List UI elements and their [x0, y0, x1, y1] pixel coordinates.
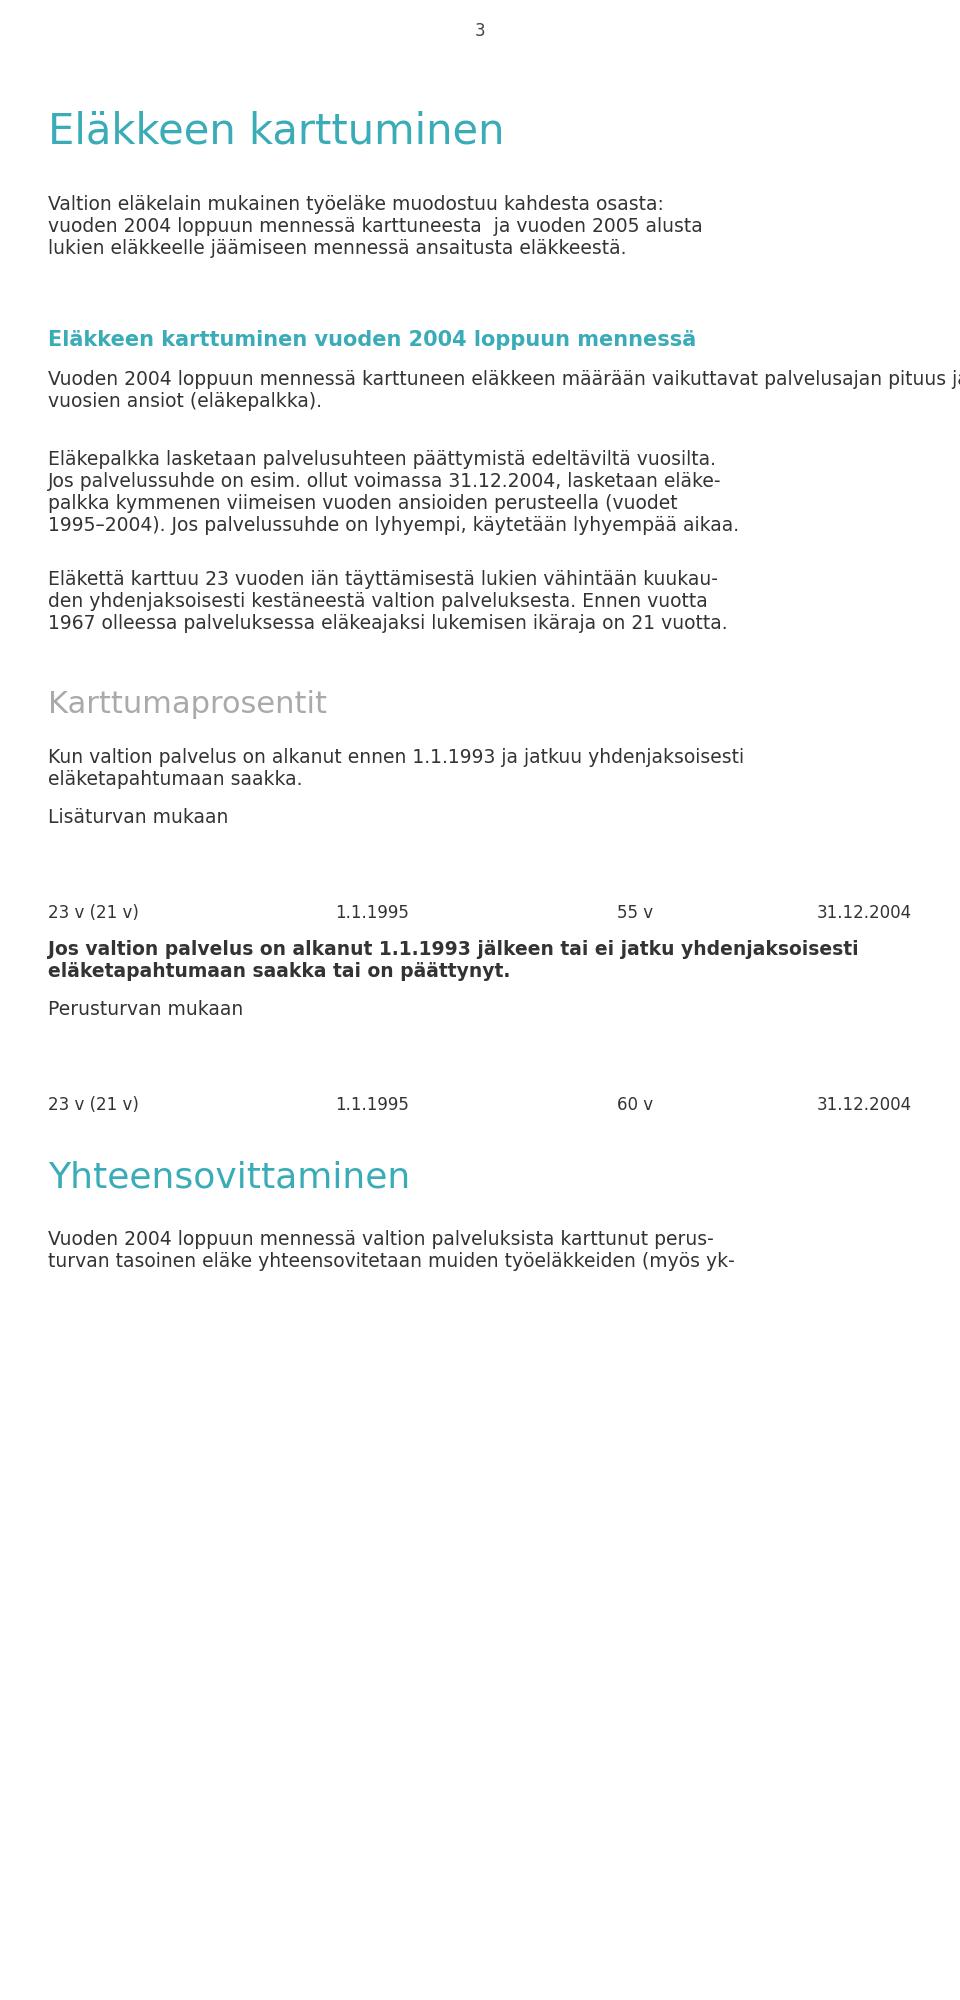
Text: Jos valtion palvelus on alkanut 1.1.1993 jälkeen tai ei jatku yhdenjaksoisesti: Jos valtion palvelus on alkanut 1.1.1993… [48, 940, 858, 960]
Text: 1,5 % vuodessa: 1,5 % vuodessa [432, 1048, 575, 1066]
Text: Kun valtion palvelus on alkanut ennen 1.1.1993 ja jatkuu yhdenjaksoisesti: Kun valtion palvelus on alkanut ennen 1.… [48, 748, 744, 766]
Text: 60 v: 60 v [617, 1096, 653, 1114]
Text: 1967 olleessa palveluksessa eläkeajaksi lukemisen ikäraja on 21 vuotta.: 1967 olleessa palveluksessa eläkeajaksi … [48, 614, 728, 632]
Text: 2,2 % vuodessa: 2,2 % vuodessa [138, 856, 281, 874]
Text: palkka kymmenen viimeisen vuoden ansioiden perusteella (vuodet: palkka kymmenen viimeisen vuoden ansioid… [48, 494, 678, 512]
Text: den yhdenjaksoisesti kestäneestä valtion palveluksesta. Ennen vuotta: den yhdenjaksoisesti kestäneestä valtion… [48, 592, 708, 612]
Text: Lisäturvan mukaan: Lisäturvan mukaan [48, 808, 228, 828]
Text: Eläkkeen karttuminen vuoden 2004 loppuun mennessä: Eläkkeen karttuminen vuoden 2004 loppuun… [48, 330, 696, 350]
Text: Vuoden 2004 loppuun mennessä valtion palveluksista karttunut perus-: Vuoden 2004 loppuun mennessä valtion pal… [48, 1230, 713, 1248]
Text: Eläkepalkka lasketaan palvelusuhteen päättymistä edeltäviltä vuosilta.: Eläkepalkka lasketaan palvelusuhteen pää… [48, 450, 716, 468]
Text: Jos palvelussuhde on esim. ollut voimassa 31.12.2004, lasketaan eläke-: Jos palvelussuhde on esim. ollut voimass… [48, 472, 722, 490]
Text: eläketapahtumaan saakka tai on päättynyt.: eläketapahtumaan saakka tai on päättynyt… [48, 962, 511, 980]
Text: Valtion eläkelain mukainen työeläke muodostuu kahdesta osasta:
vuoden 2004 loppu: Valtion eläkelain mukainen työeläke muod… [48, 196, 703, 258]
Text: 31.12.2004: 31.12.2004 [817, 1096, 912, 1114]
Text: 2,5 % vuodessa: 2,5 % vuodessa [702, 1048, 845, 1066]
Text: 31.12.2004: 31.12.2004 [817, 904, 912, 922]
Text: Eläkettä karttuu 23 vuoden iän täyttämisestä lukien vähintään kuukau-: Eläkettä karttuu 23 vuoden iän täyttämis… [48, 570, 718, 588]
Text: 23 v (21 v): 23 v (21 v) [48, 1096, 139, 1114]
Text: 1.1.1995: 1.1.1995 [335, 904, 409, 922]
Text: 1.1.1995: 1.1.1995 [335, 1096, 409, 1114]
Text: 2,0 % vuodessa: 2,0 % vuodessa [702, 856, 844, 874]
Text: Vuoden 2004 loppuun mennessä karttuneen eläkkeen määrään vaikuttavat palvelusaja: Vuoden 2004 loppuun mennessä karttuneen … [48, 370, 960, 412]
Text: 1995–2004). Jos palvelussuhde on lyhyempi, käytetään lyhyempää aikaa.: 1995–2004). Jos palvelussuhde on lyhyemp… [48, 516, 739, 534]
Text: Perusturvan mukaan: Perusturvan mukaan [48, 1000, 243, 1020]
Text: Yhteensovittaminen: Yhteensovittaminen [48, 1160, 410, 1194]
Text: eläketapahtumaan saakka.: eläketapahtumaan saakka. [48, 770, 302, 788]
Text: 2,0 % vuodessa: 2,0 % vuodessa [139, 1048, 281, 1066]
Text: 3: 3 [474, 22, 486, 40]
Text: 55 v: 55 v [617, 904, 653, 922]
Text: 23 v (21 v): 23 v (21 v) [48, 904, 139, 922]
Text: Karttumaprosentit: Karttumaprosentit [48, 690, 327, 720]
Text: 1,5 % vuodessa: 1,5 % vuodessa [432, 856, 575, 874]
Text: Eläkkeen karttuminen: Eläkkeen karttuminen [48, 110, 505, 152]
Text: turvan tasoinen eläke yhteensovitetaan muiden työeläkkeiden (myös yk-: turvan tasoinen eläke yhteensovitetaan m… [48, 1252, 734, 1272]
